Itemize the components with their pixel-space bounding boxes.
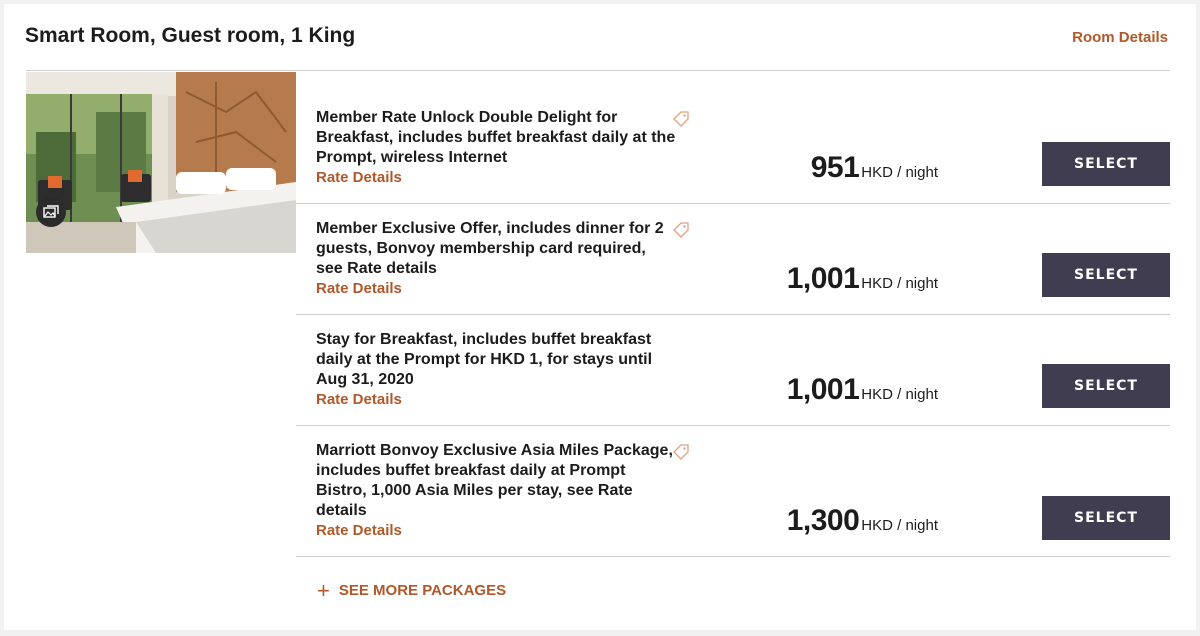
rate-description-block: Member Exclusive Offer, includes dinner … [316, 219, 676, 299]
rate-description-block: Member Rate Unlock Double Delight for Br… [316, 108, 676, 188]
rate-description: Marriott Bonvoy Exclusive Asia Miles Pac… [316, 442, 673, 519]
select-button[interactable]: SELECT [1042, 142, 1170, 186]
see-more-label: SEE MORE PACKAGES [338, 582, 507, 599]
price-amount: 1,300 [786, 504, 860, 537]
rate-row: Member Rate Unlock Double Delight for Br… [296, 92, 1170, 204]
room-photo-image [26, 72, 296, 253]
plus-icon: + [317, 577, 330, 603]
rate-details-link[interactable]: Rate Details [316, 522, 402, 539]
rate-details-link[interactable]: Rate Details [316, 280, 402, 297]
rate-row: Marriott Bonvoy Exclusive Asia Miles Pac… [296, 425, 1170, 557]
rate-row: Member Exclusive Offer, includes dinner … [296, 203, 1170, 315]
gallery-icon[interactable] [36, 197, 66, 227]
price-unit: HKD / night [861, 275, 938, 292]
rate-description-block: Stay for Breakfast, includes buffet brea… [316, 330, 676, 410]
price-amount: 1,001 [786, 262, 860, 295]
price-amount: 951 [810, 151, 860, 184]
rate-description-block: Marriott Bonvoy Exclusive Asia Miles Pac… [316, 441, 676, 541]
room-card: Smart Room, Guest room, 1 King Room Deta… [4, 4, 1196, 630]
room-details-link[interactable]: Room Details [1072, 29, 1168, 46]
price-unit: HKD / night [861, 164, 938, 181]
select-button[interactable]: SELECT [1042, 253, 1170, 297]
see-more-packages-link[interactable]: + SEE MORE PACKAGES [317, 577, 507, 603]
rate-description: Stay for Breakfast, includes buffet brea… [316, 331, 653, 388]
price-unit: HKD / night [861, 517, 938, 534]
header-divider [26, 70, 1170, 71]
price: 1,001 HKD / night [787, 262, 938, 296]
price: 1,300 HKD / night [787, 504, 938, 538]
price-amount: 1,001 [786, 373, 860, 406]
rate-details-link[interactable]: Rate Details [316, 169, 402, 186]
select-button[interactable]: SELECT [1042, 364, 1170, 408]
rate-description: Member Rate Unlock Double Delight for Br… [316, 109, 676, 166]
rate-details-link[interactable]: Rate Details [316, 391, 402, 408]
select-button[interactable]: SELECT [1042, 496, 1170, 540]
rate-row: Stay for Breakfast, includes buffet brea… [296, 314, 1170, 426]
tag-icon [673, 111, 689, 127]
room-photo[interactable] [26, 72, 296, 253]
room-title: Smart Room, Guest room, 1 King [25, 24, 356, 47]
price: 1,001 HKD / night [787, 373, 938, 407]
tag-icon [673, 222, 689, 238]
price: 951 HKD / night [811, 151, 938, 185]
price-unit: HKD / night [861, 386, 938, 403]
tag-icon [673, 444, 689, 460]
rate-description: Member Exclusive Offer, includes dinner … [316, 220, 664, 277]
gallery-icon-glyph [43, 205, 59, 218]
